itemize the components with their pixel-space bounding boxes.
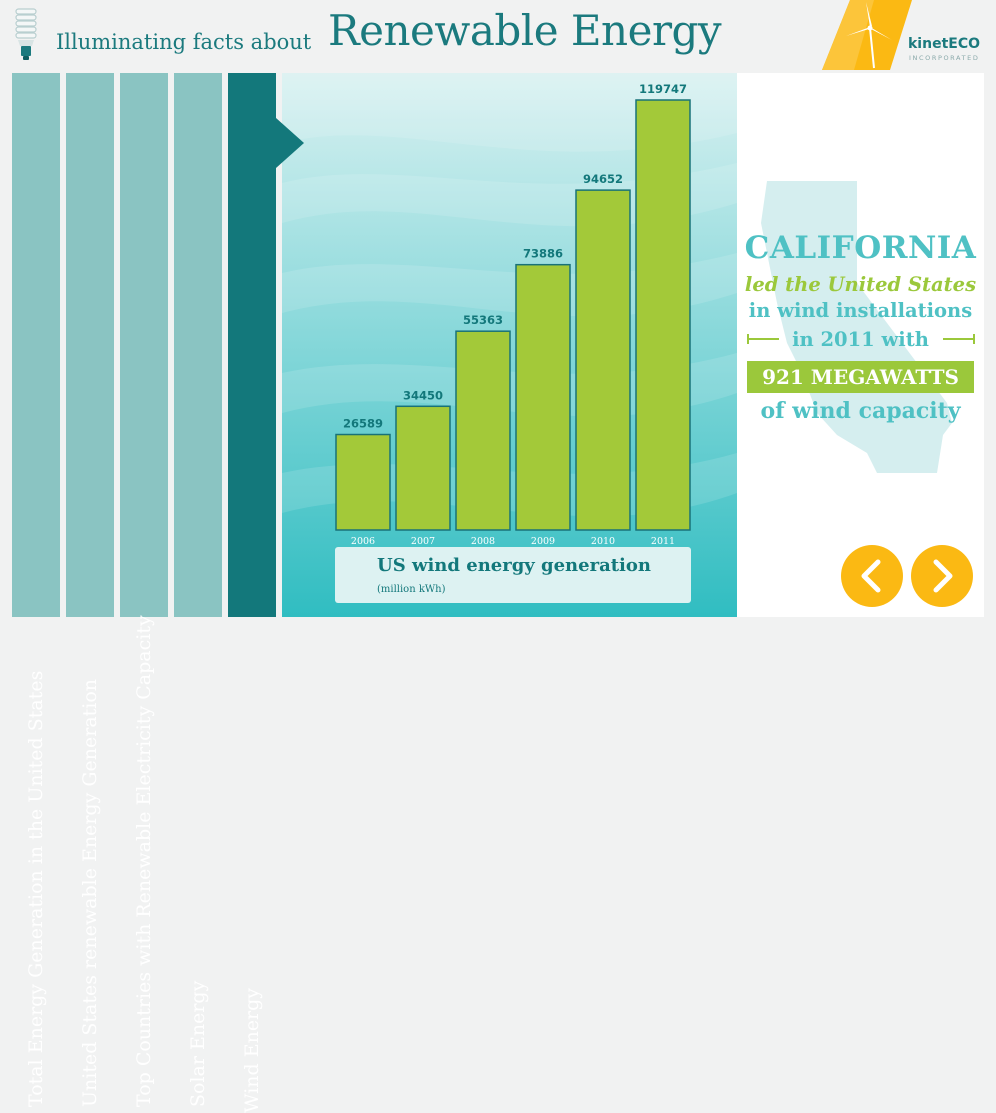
logo-subtitle: INCORPORATED — [909, 54, 980, 62]
header-subtitle: Illuminating facts about — [56, 30, 312, 54]
chart-unit: (million kWh) — [377, 584, 446, 595]
fact-year: in 2011 with — [792, 328, 929, 351]
tick-label-2007: 2007 — [411, 536, 435, 547]
fact-megawatts: 921 MEGAWATTS — [747, 361, 974, 393]
bar-2007 — [395, 405, 451, 531]
tab-solar-energy[interactable]: Solar Energy — [174, 73, 222, 1107]
divider-right — [943, 334, 975, 344]
prev-button[interactable] — [841, 545, 903, 607]
bar-2006 — [335, 433, 391, 531]
next-button[interactable] — [911, 545, 973, 607]
fact-state: CALIFORNIA — [744, 230, 977, 266]
wind-generation-chart: 26589 2006 34450 2007 55363 2008 73886 2009 9465… — [282, 73, 737, 617]
tick-label-2009: 2009 — [531, 536, 555, 547]
header: Illuminating facts about Renewable Energ… — [0, 0, 996, 72]
fact-led: led the United States — [744, 273, 977, 296]
fact-capacity: of wind capacity — [760, 398, 961, 424]
chart-title: US wind energy generation — [377, 555, 651, 576]
tab-top-countries[interactable]: Top Countries with Renewable Electricity… — [120, 73, 168, 1107]
tick-label-2006: 2006 — [351, 536, 375, 547]
chart-caption: US wind energy generation (million kWh) — [335, 547, 691, 603]
cfl-bulb-icon — [15, 8, 37, 60]
chevron-right-icon — [933, 559, 953, 593]
tab-label: Wind Energy — [241, 987, 263, 1113]
wind-turbine-icon — [822, 0, 912, 70]
data-label-2010: 94652 — [583, 172, 623, 186]
tab-total-energy[interactable]: Total Energy Generation in the United St… — [12, 73, 60, 1107]
data-label-2006: 26589 — [343, 417, 383, 431]
tick-label-2011: 2011 — [651, 536, 675, 547]
tick-label-2008: 2008 — [471, 536, 495, 547]
wind-chart-panel: 26589 2006 34450 2007 55363 2008 73886 2009 9465… — [282, 73, 737, 617]
tab-label: Total Energy Generation in the United St… — [25, 670, 47, 1107]
tab-label: Top Countries with Renewable Electricity… — [133, 615, 155, 1107]
info-panel: CALIFORNIA led the United States in wind… — [737, 73, 984, 617]
bar-2009 — [515, 263, 571, 531]
data-label-2007: 34450 — [403, 388, 443, 402]
tick-label-2010: 2010 — [591, 536, 615, 547]
divider-left — [747, 334, 779, 344]
data-label-2008: 55363 — [463, 313, 503, 327]
fact-installations: in wind installations — [748, 299, 973, 322]
bar-2008 — [455, 330, 511, 531]
california-map-icon — [761, 181, 952, 473]
active-tab-pointer — [276, 118, 304, 168]
data-label-2011: 119747 — [639, 82, 687, 96]
data-label-2009: 73886 — [523, 247, 563, 261]
page-title: Renewable Energy — [328, 6, 722, 55]
tab-label: United States renewable Energy Generatio… — [79, 678, 101, 1107]
tab-wind-energy[interactable]: Wind Energy — [228, 73, 276, 1113]
tab-label: Solar Energy — [187, 980, 209, 1107]
tab-us-renewable[interactable]: United States renewable Energy Generatio… — [66, 73, 114, 1107]
chevron-left-icon — [861, 559, 881, 593]
bar-2010 — [575, 189, 631, 531]
logo-name: kinetECO — [908, 36, 981, 52]
bar-2011 — [635, 99, 691, 531]
